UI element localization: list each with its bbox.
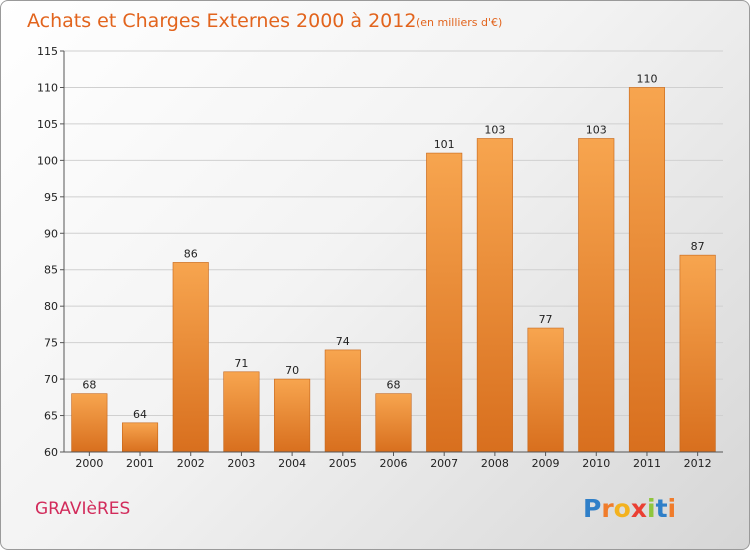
bar [71,393,108,453]
logo-letter: t [656,494,668,523]
bar [578,138,615,453]
y-tick-label: 95 [44,191,58,204]
bar [426,152,463,453]
x-tick-label: 2010 [582,457,610,470]
proxiti-logo: Proxiti [583,494,676,523]
data-label: 68 [82,379,96,392]
y-tick-label: 85 [44,264,58,277]
logo-letter: o [614,494,631,523]
x-tick-label: 2008 [481,457,509,470]
y-tick-label: 90 [44,227,58,240]
chart-title: Achats et Charges Externes 2000 à 2012 [27,10,416,32]
y-tick-label: 105 [37,118,58,131]
x-tick-label: 2002 [177,457,205,470]
bar [324,349,361,453]
y-axis-ticks: 60 65 70 75 80 85 90 95 100 105 110 115 [37,45,64,459]
x-axis-ticks: 2000 2001 2002 2003 2004 2005 2006 2007 2008 2009… [75,452,712,470]
data-label: 68 [387,379,401,392]
data-label: 87 [691,240,705,253]
bar [172,262,209,453]
bar [628,87,666,453]
x-tick-label: 2003 [227,457,255,470]
gridlines [64,50,723,453]
y-tick-label: 80 [44,300,58,313]
y-tick-label: 65 [44,410,58,423]
bars [71,87,716,453]
bar [274,378,311,453]
bar [223,371,260,453]
x-tick-label: 2009 [532,457,560,470]
logo-letter: r [601,494,614,523]
data-label: 103 [586,123,607,136]
bar [527,327,564,453]
data-label: 110 [636,72,657,85]
data-label: 64 [133,408,147,421]
data-label: 103 [484,123,505,136]
y-tick-label: 100 [37,154,58,167]
x-tick-label: 2004 [278,457,306,470]
bar [375,393,412,453]
y-tick-label: 75 [44,337,58,350]
logo-letter: x [631,494,647,523]
y-tick-label: 70 [44,373,58,386]
x-tick-label: 2006 [380,457,408,470]
data-label: 101 [434,138,455,151]
data-labels: 68 64 86 71 70 74 68 101 103 77 103 110 87 [82,72,704,420]
logo-letter: i [647,494,656,523]
chart-subtitle: (en milliers d'€) [416,16,502,29]
x-tick-label: 2012 [684,457,712,470]
data-label: 86 [184,247,198,260]
x-tick-label: 2007 [430,457,458,470]
place-name: GRAVIèRES [35,499,130,519]
x-tick-label: 2000 [75,457,103,470]
bar [121,422,159,453]
x-tick-label: 2005 [329,457,357,470]
logo-letter: P [583,494,601,523]
x-tick-label: 2011 [633,457,661,470]
data-label: 71 [234,357,248,370]
y-tick-label: 115 [37,45,58,58]
y-tick-label: 110 [37,81,58,94]
data-label: 77 [539,313,553,326]
bar [476,138,513,453]
bar [679,254,716,453]
data-label: 70 [285,364,299,377]
y-tick-label: 60 [44,446,58,459]
logo-letter: i [668,494,677,523]
data-label: 74 [336,335,350,348]
x-tick-label: 2001 [126,457,154,470]
